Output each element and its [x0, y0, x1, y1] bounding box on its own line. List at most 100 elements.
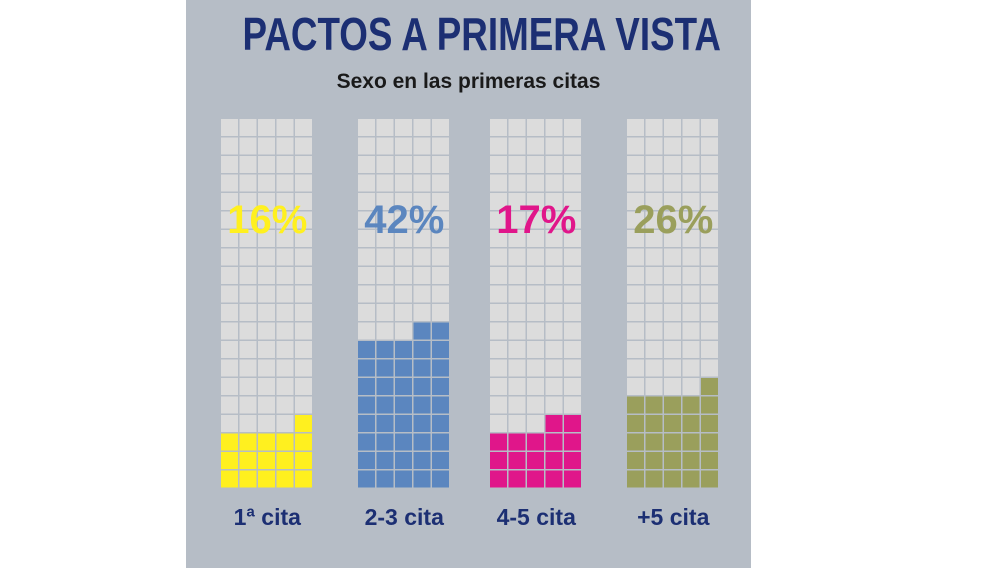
filled-cell	[564, 452, 581, 469]
empty-cell	[664, 137, 681, 155]
filled-cell	[627, 452, 644, 469]
filled-cell	[395, 470, 412, 488]
filled-cell	[664, 470, 681, 488]
filled-cell	[376, 452, 394, 469]
empty-cell	[545, 248, 563, 266]
empty-cell	[376, 285, 394, 303]
empty-cell	[239, 156, 257, 173]
chart-title: PACTOS A PRIMERA VISTA	[242, 8, 721, 60]
empty-cell	[258, 137, 275, 155]
empty-cell	[682, 174, 700, 192]
empty-cell	[664, 156, 681, 173]
filled-cell	[276, 433, 294, 451]
empty-cell	[376, 174, 394, 192]
empty-cell	[701, 156, 718, 173]
filled-cell	[358, 341, 375, 358]
empty-cell	[395, 285, 412, 303]
empty-cell	[432, 230, 449, 247]
empty-cell	[395, 211, 412, 229]
filled-cell	[645, 452, 663, 469]
empty-cell	[258, 156, 275, 173]
empty-cell	[221, 248, 238, 266]
empty-cell	[564, 322, 581, 340]
empty-cell	[239, 322, 257, 340]
empty-cell	[508, 341, 526, 358]
empty-cell	[490, 193, 507, 210]
filled-cell	[358, 452, 375, 469]
empty-cell	[627, 174, 644, 192]
empty-cell	[376, 156, 394, 173]
empty-cell	[627, 248, 644, 266]
empty-cell	[395, 304, 412, 321]
empty-cell	[645, 248, 663, 266]
filled-cell	[376, 359, 394, 377]
empty-cell	[527, 248, 544, 266]
empty-cell	[664, 359, 681, 377]
empty-cell	[564, 341, 581, 358]
filled-cell	[358, 359, 375, 377]
empty-cell	[508, 396, 526, 414]
empty-cell	[627, 211, 644, 229]
empty-cell	[221, 322, 238, 340]
empty-cell	[295, 285, 312, 303]
empty-cell	[413, 304, 431, 321]
filled-cell	[627, 433, 644, 451]
empty-cell	[358, 304, 375, 321]
empty-cell	[376, 248, 394, 266]
empty-cell	[701, 267, 718, 284]
empty-cell	[645, 211, 663, 229]
filled-cell	[545, 415, 563, 432]
empty-cell	[564, 119, 581, 136]
empty-cell	[239, 378, 257, 395]
empty-cell	[221, 341, 238, 358]
empty-cell	[490, 378, 507, 395]
empty-cell	[258, 341, 275, 358]
empty-cell	[221, 304, 238, 321]
filled-cell	[508, 452, 526, 469]
filled-cell	[413, 322, 431, 340]
filled-cell	[701, 378, 718, 395]
empty-cell	[527, 341, 544, 358]
empty-cell	[682, 193, 700, 210]
empty-cell	[358, 322, 375, 340]
empty-cell	[413, 285, 431, 303]
empty-cell	[358, 156, 375, 173]
filled-cell	[527, 470, 544, 488]
empty-cell	[413, 174, 431, 192]
filled-cell	[295, 433, 312, 451]
empty-cell	[258, 174, 275, 192]
empty-cell	[527, 378, 544, 395]
filled-cell	[258, 433, 275, 451]
filled-cell	[432, 378, 449, 395]
filled-cell	[682, 433, 700, 451]
empty-cell	[432, 174, 449, 192]
empty-cell	[258, 267, 275, 284]
empty-cell	[413, 211, 431, 229]
empty-cell	[545, 304, 563, 321]
empty-cell	[627, 285, 644, 303]
empty-cell	[564, 267, 581, 284]
empty-cell	[508, 415, 526, 432]
filled-cell	[276, 452, 294, 469]
empty-cell	[376, 230, 394, 247]
filled-cell	[395, 452, 412, 469]
category-label: +5 cita	[637, 504, 709, 530]
empty-cell	[490, 359, 507, 377]
category-label: 2-3 cita	[365, 504, 444, 530]
empty-cell	[682, 378, 700, 395]
empty-cell	[545, 341, 563, 358]
filled-cell	[564, 433, 581, 451]
empty-cell	[413, 267, 431, 284]
empty-cell	[527, 119, 544, 136]
empty-cell	[239, 137, 257, 155]
empty-cell	[645, 267, 663, 284]
filled-cell	[395, 378, 412, 395]
empty-cell	[527, 359, 544, 377]
filled-cell	[664, 452, 681, 469]
empty-cell	[701, 304, 718, 321]
empty-cell	[239, 304, 257, 321]
empty-cell	[221, 267, 238, 284]
filled-cell	[432, 359, 449, 377]
waffle-column-1	[221, 119, 312, 488]
percent-label: 16%	[227, 198, 307, 242]
